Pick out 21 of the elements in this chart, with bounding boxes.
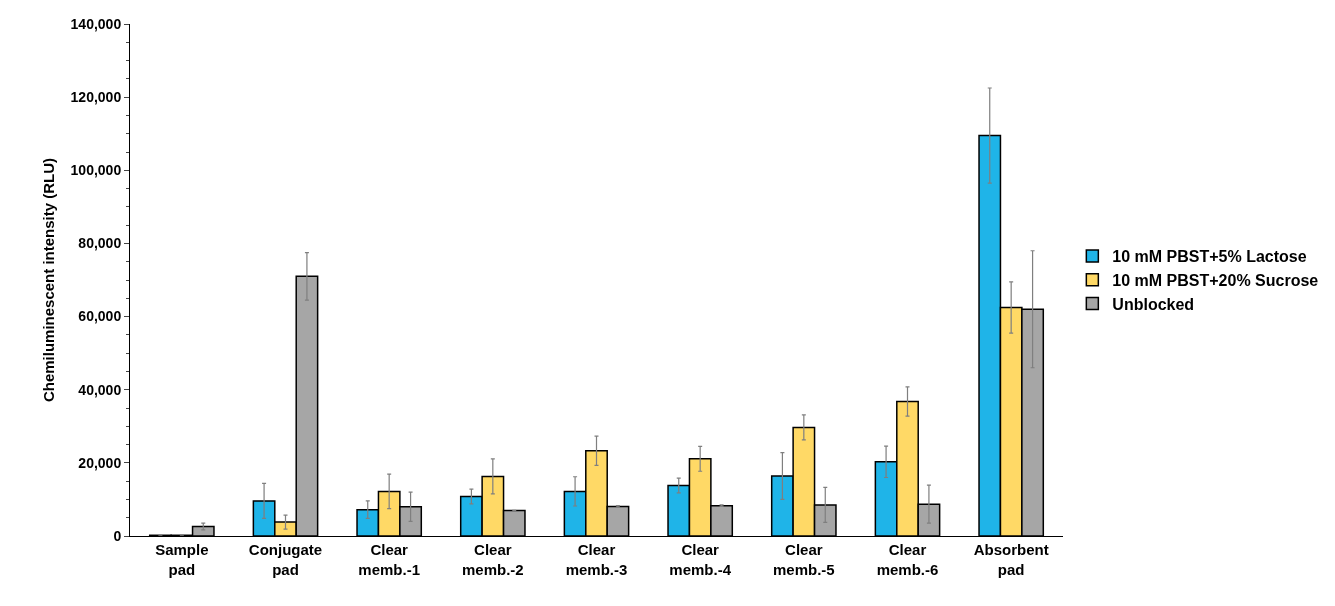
x-tick-label: Clear memb.-1 bbox=[358, 541, 421, 578]
x-tick-label: Clear memb.-6 bbox=[876, 541, 939, 578]
x-tick-label: Clear memb.-3 bbox=[565, 541, 628, 578]
x-tick-label: Absorbent pad bbox=[973, 541, 1049, 578]
y-tick-label: 40,000 bbox=[78, 381, 122, 398]
y-tick-label: 20,000 bbox=[78, 454, 122, 471]
legend-label: Unblocked bbox=[1112, 295, 1195, 313]
y-tick-label: 100,000 bbox=[70, 162, 122, 179]
x-tick-label: Clear memb.-2 bbox=[461, 541, 524, 578]
y-tick-label: 120,000 bbox=[70, 89, 122, 106]
y-axis-title: Chemiluminescent intensity (RLU) bbox=[39, 157, 57, 403]
y-tick-label: 80,000 bbox=[78, 235, 122, 252]
legend-label: 10 mM PBST+20% Sucrose bbox=[1112, 271, 1319, 289]
y-tick-label: 60,000 bbox=[78, 308, 122, 325]
x-tick-label: Clear memb.-4 bbox=[669, 541, 732, 578]
x-tick-label: Sample pad bbox=[155, 541, 209, 578]
x-tick-label: Clear memb.-5 bbox=[772, 541, 835, 578]
y-tick-label: 140,000 bbox=[70, 15, 122, 32]
x-tick-label: Conjugate pad bbox=[248, 541, 323, 578]
y-tick-label: 0 bbox=[113, 527, 122, 544]
legend-label: 10 mM PBST+5% Lactose bbox=[1112, 248, 1307, 266]
